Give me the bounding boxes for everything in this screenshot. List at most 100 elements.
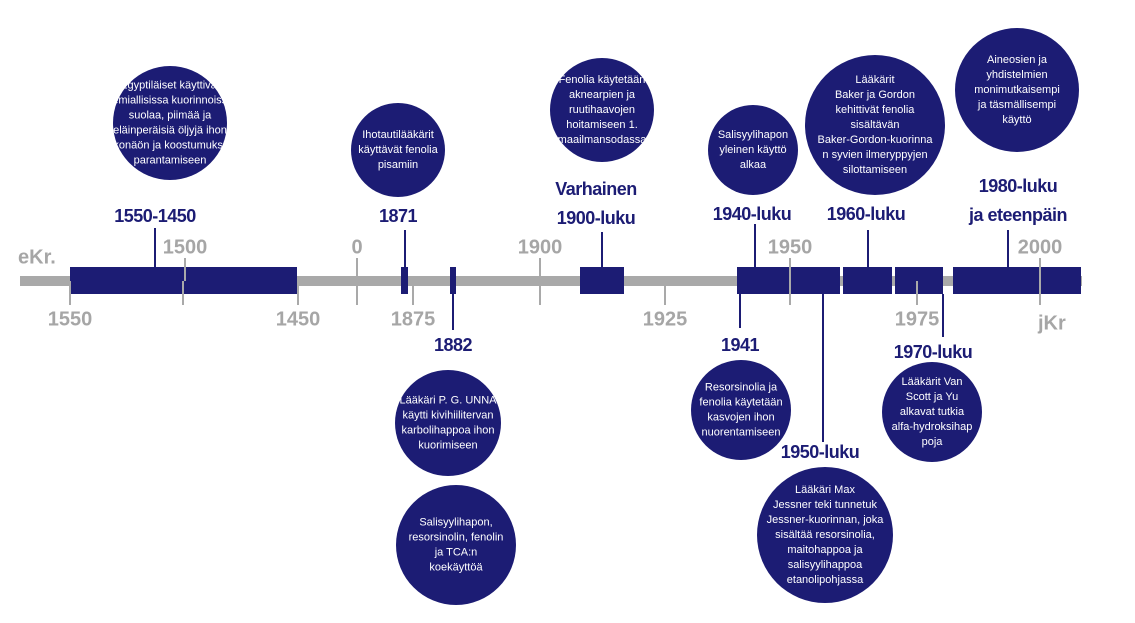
period-label: 1950-luku <box>781 442 860 462</box>
note-text: sisältävän <box>851 119 900 131</box>
tick-label: 0 <box>351 236 362 258</box>
note-text: alkaa <box>740 159 767 171</box>
note-text: Ihotautilääkärit <box>362 129 434 141</box>
note-circle <box>691 360 791 460</box>
note-text: n syvien ilmeryppyjen <box>822 149 927 161</box>
note-text: silottamiseen <box>843 164 907 176</box>
bar <box>737 267 840 294</box>
note-text: karbolihappoa ihon <box>402 424 495 436</box>
note-text: hoitamiseen 1. <box>566 119 638 131</box>
note-text: maitohappoa ja <box>787 544 863 556</box>
note-text: Resorsinolia ja <box>705 381 778 393</box>
bar <box>953 267 1081 294</box>
note-text: Lääkärit Van <box>902 376 963 388</box>
tick-label: 1550 <box>48 308 93 330</box>
note-text: kuorimiseen <box>418 439 477 451</box>
note-circle <box>396 485 516 605</box>
period-label: ja eteenpäin <box>968 205 1067 225</box>
period-label: 1980-luku <box>979 176 1058 196</box>
period-label: 1941 <box>721 335 760 355</box>
note-text: yhdistelmien <box>986 69 1047 81</box>
note-circle <box>113 66 227 180</box>
note-text: kasvojen ihon <box>707 411 774 423</box>
period-label: 1970-luku <box>894 342 973 362</box>
note-text: kehittivät fenolia <box>836 104 916 116</box>
tick-label: 2000 <box>1018 236 1063 258</box>
note-text: sisältää resorsinolia, <box>775 529 875 541</box>
era-label: eKr. <box>18 246 56 268</box>
note-text: poja <box>922 436 944 448</box>
note-text: alkavat tutkia <box>900 406 965 418</box>
bar <box>843 267 892 294</box>
note-text: koekäyttöä <box>429 561 483 573</box>
note-text: maailmansodassa <box>558 134 648 146</box>
tick-label: 1925 <box>643 308 688 330</box>
note-circle <box>708 105 798 195</box>
note-text: nuorentamiseen <box>702 426 781 438</box>
note-text: ruutihaavojen <box>569 104 635 116</box>
note-text: ja TCA:n <box>434 546 478 558</box>
note-text: aknearpien ja <box>569 89 636 101</box>
note-text: Jessner teki tunnetuk <box>773 499 877 511</box>
note-text: pisamiin <box>378 159 418 171</box>
note-text: alfa-hydroksihap <box>892 421 973 433</box>
note-text: suolaa, piimää ja <box>129 109 212 121</box>
tick-label: 1500 <box>163 236 208 258</box>
note-text: etanolipohjassa <box>787 574 864 586</box>
note-text: käytti kivihiilitervan <box>402 409 493 421</box>
bar <box>580 267 624 294</box>
note-circle <box>395 370 501 476</box>
note-circle <box>882 362 982 462</box>
note-text: fenolia käytetään <box>699 396 782 408</box>
tick-label: 1875 <box>391 308 436 330</box>
period-label: 1940-luku <box>713 204 792 224</box>
note-text: salisyylihappoa <box>788 559 863 571</box>
content: eKr. jKr 1500 0 1900 1950 2000 1550 1450 1875 1925… <box>18 28 1079 605</box>
note-text: Egyptiläiset käyttivät <box>120 79 220 91</box>
note-circle <box>955 28 1079 152</box>
note-text: Salisyylihapon <box>718 129 788 141</box>
note-text: resorsinolin, fenolin <box>409 531 504 543</box>
note-circle <box>805 55 945 195</box>
note-text: Baker ja Gordon <box>835 89 915 101</box>
tick-marks <box>69 258 1041 305</box>
note-text: käyttö <box>1002 114 1031 126</box>
note-text: ulkonäön ja koostumuksen <box>105 139 235 151</box>
period-label: 1900-luku <box>557 208 636 228</box>
bar <box>895 267 943 294</box>
axis-line <box>20 276 1082 286</box>
period-label: Varhainen <box>555 179 637 199</box>
note-text: Scott ja Yu <box>906 391 958 403</box>
note-text: kemiallisissa kuorinnoissa <box>107 94 234 106</box>
era-label: jKr <box>1037 312 1066 334</box>
tick-label: 1900 <box>518 236 563 258</box>
note-circle <box>351 103 445 197</box>
note-text: Salisyylihapon, <box>419 516 492 528</box>
period-label: 1882 <box>434 335 473 355</box>
note-text: Baker-Gordon-kuorinna <box>818 134 934 146</box>
period-label: 1960-luku <box>827 204 906 224</box>
note-text: parantamiseen <box>134 154 207 166</box>
period-label: 1871 <box>379 206 418 226</box>
period-label: 1550-1450 <box>114 206 196 226</box>
note-text: Lääkäri Max <box>795 484 855 496</box>
connectors <box>154 224 1009 442</box>
note-circle <box>757 467 893 603</box>
bar <box>450 267 456 294</box>
tick-label: 1975 <box>895 308 940 330</box>
tick-label: 1450 <box>276 308 321 330</box>
note-text: Jessner-kuorinnan, joka <box>767 514 885 526</box>
tick-label: 1950 <box>768 236 813 258</box>
note-text: eläinperäisiä öljyjä ihon <box>113 124 227 136</box>
note-text: Fenolia käytetään <box>559 74 646 86</box>
note-text: monimutkaisempi <box>974 84 1060 96</box>
note-text: Aineosien ja <box>987 54 1048 66</box>
note-text: käyttävät fenolia <box>358 144 438 156</box>
note-circle <box>550 58 654 162</box>
note-text: Lääkäri P. G. UNNA <box>399 394 497 406</box>
note-text: Lääkärit <box>855 74 894 86</box>
bar <box>401 267 408 294</box>
note-text: ja täsmällisempi <box>977 99 1056 111</box>
note-text: yleinen käyttö <box>719 144 786 156</box>
